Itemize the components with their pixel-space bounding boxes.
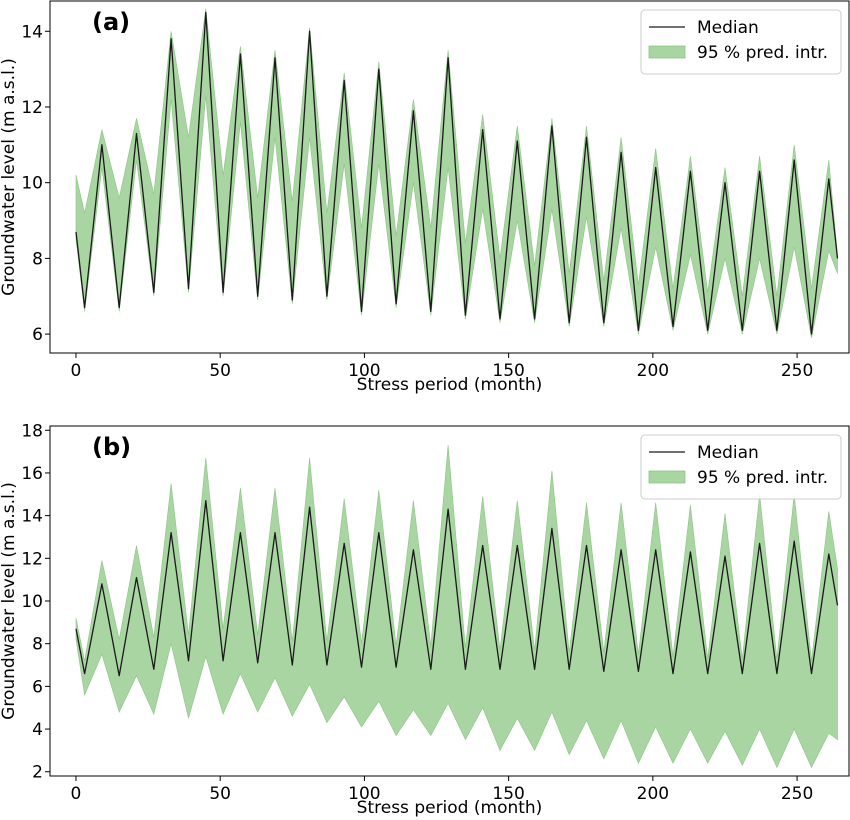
legend-band-swatch: [648, 470, 686, 484]
y-tick-label: 2: [32, 763, 43, 783]
x-tick-label: 250: [781, 784, 813, 804]
panel-label: (b): [92, 433, 131, 461]
legend-box: [640, 434, 842, 500]
legend-box: [640, 9, 842, 75]
x-tick-label: 250: [781, 361, 813, 381]
x-tick-label: 150: [492, 784, 524, 804]
x-tick-label: 50: [209, 784, 231, 804]
prediction-interval-band: [75, 445, 838, 769]
y-tick-label: 6: [32, 325, 43, 345]
y-tick-label: 14: [21, 507, 43, 527]
x-axis-label: Stress period (month): [357, 798, 543, 818]
plot-frame: [49, 0, 850, 354]
chart-panel-b: 0 50 100 150 200 250 2 4 6 8 10 12 14 16 18 Stress peri…: [0, 421, 850, 818]
x-tick-label: 50: [209, 361, 231, 381]
legend: Median 95 % pred. intr.: [640, 434, 842, 500]
y-tick-label: 14: [21, 22, 43, 42]
y-tick-label: 12: [21, 98, 43, 118]
panel-label: (a): [92, 8, 130, 36]
x-tick-label: 100: [348, 784, 380, 804]
legend-median-label: Median: [697, 443, 759, 463]
x-tick-label: 0: [71, 784, 82, 804]
y-tick-label: 8: [32, 635, 43, 655]
chart-panel-a: 0 50 100 150 200 250 6 8 10 12 14 Stress period (mo…: [0, 0, 850, 395]
legend-band-swatch: [648, 45, 686, 59]
y-axis-label: Groundwater level (m a.s.l.): [0, 58, 19, 296]
y-axis-label: Groundwater level (m a.s.l.): [0, 482, 19, 720]
y-tick-label: 6: [32, 677, 43, 697]
legend-median-label: Median: [697, 18, 759, 38]
y-tick-label: 4: [32, 720, 43, 740]
prediction-interval-band: [75, 8, 838, 338]
y-tick-label: 16: [21, 464, 43, 484]
x-tick-label: 100: [348, 361, 380, 381]
y-tick-label: 10: [21, 174, 43, 194]
x-tick-label: 0: [71, 361, 82, 381]
x-tick-label: 200: [637, 361, 669, 381]
y-tick-label: 18: [21, 421, 43, 441]
y-tick-label: 8: [32, 249, 43, 269]
y-tick-label: 12: [21, 549, 43, 569]
median-line: [75, 500, 839, 677]
x-axis-label: Stress period (month): [357, 375, 543, 395]
x-tick-label: 200: [637, 784, 669, 804]
legend: Median 95 % pred. intr.: [640, 9, 842, 75]
median-line: [75, 11, 839, 335]
x-tick-label: 150: [492, 361, 524, 381]
legend-band-label: 95 % pred. intr.: [697, 43, 828, 63]
y-tick-label: 10: [21, 592, 43, 612]
legend-band-label: 95 % pred. intr.: [697, 468, 828, 488]
